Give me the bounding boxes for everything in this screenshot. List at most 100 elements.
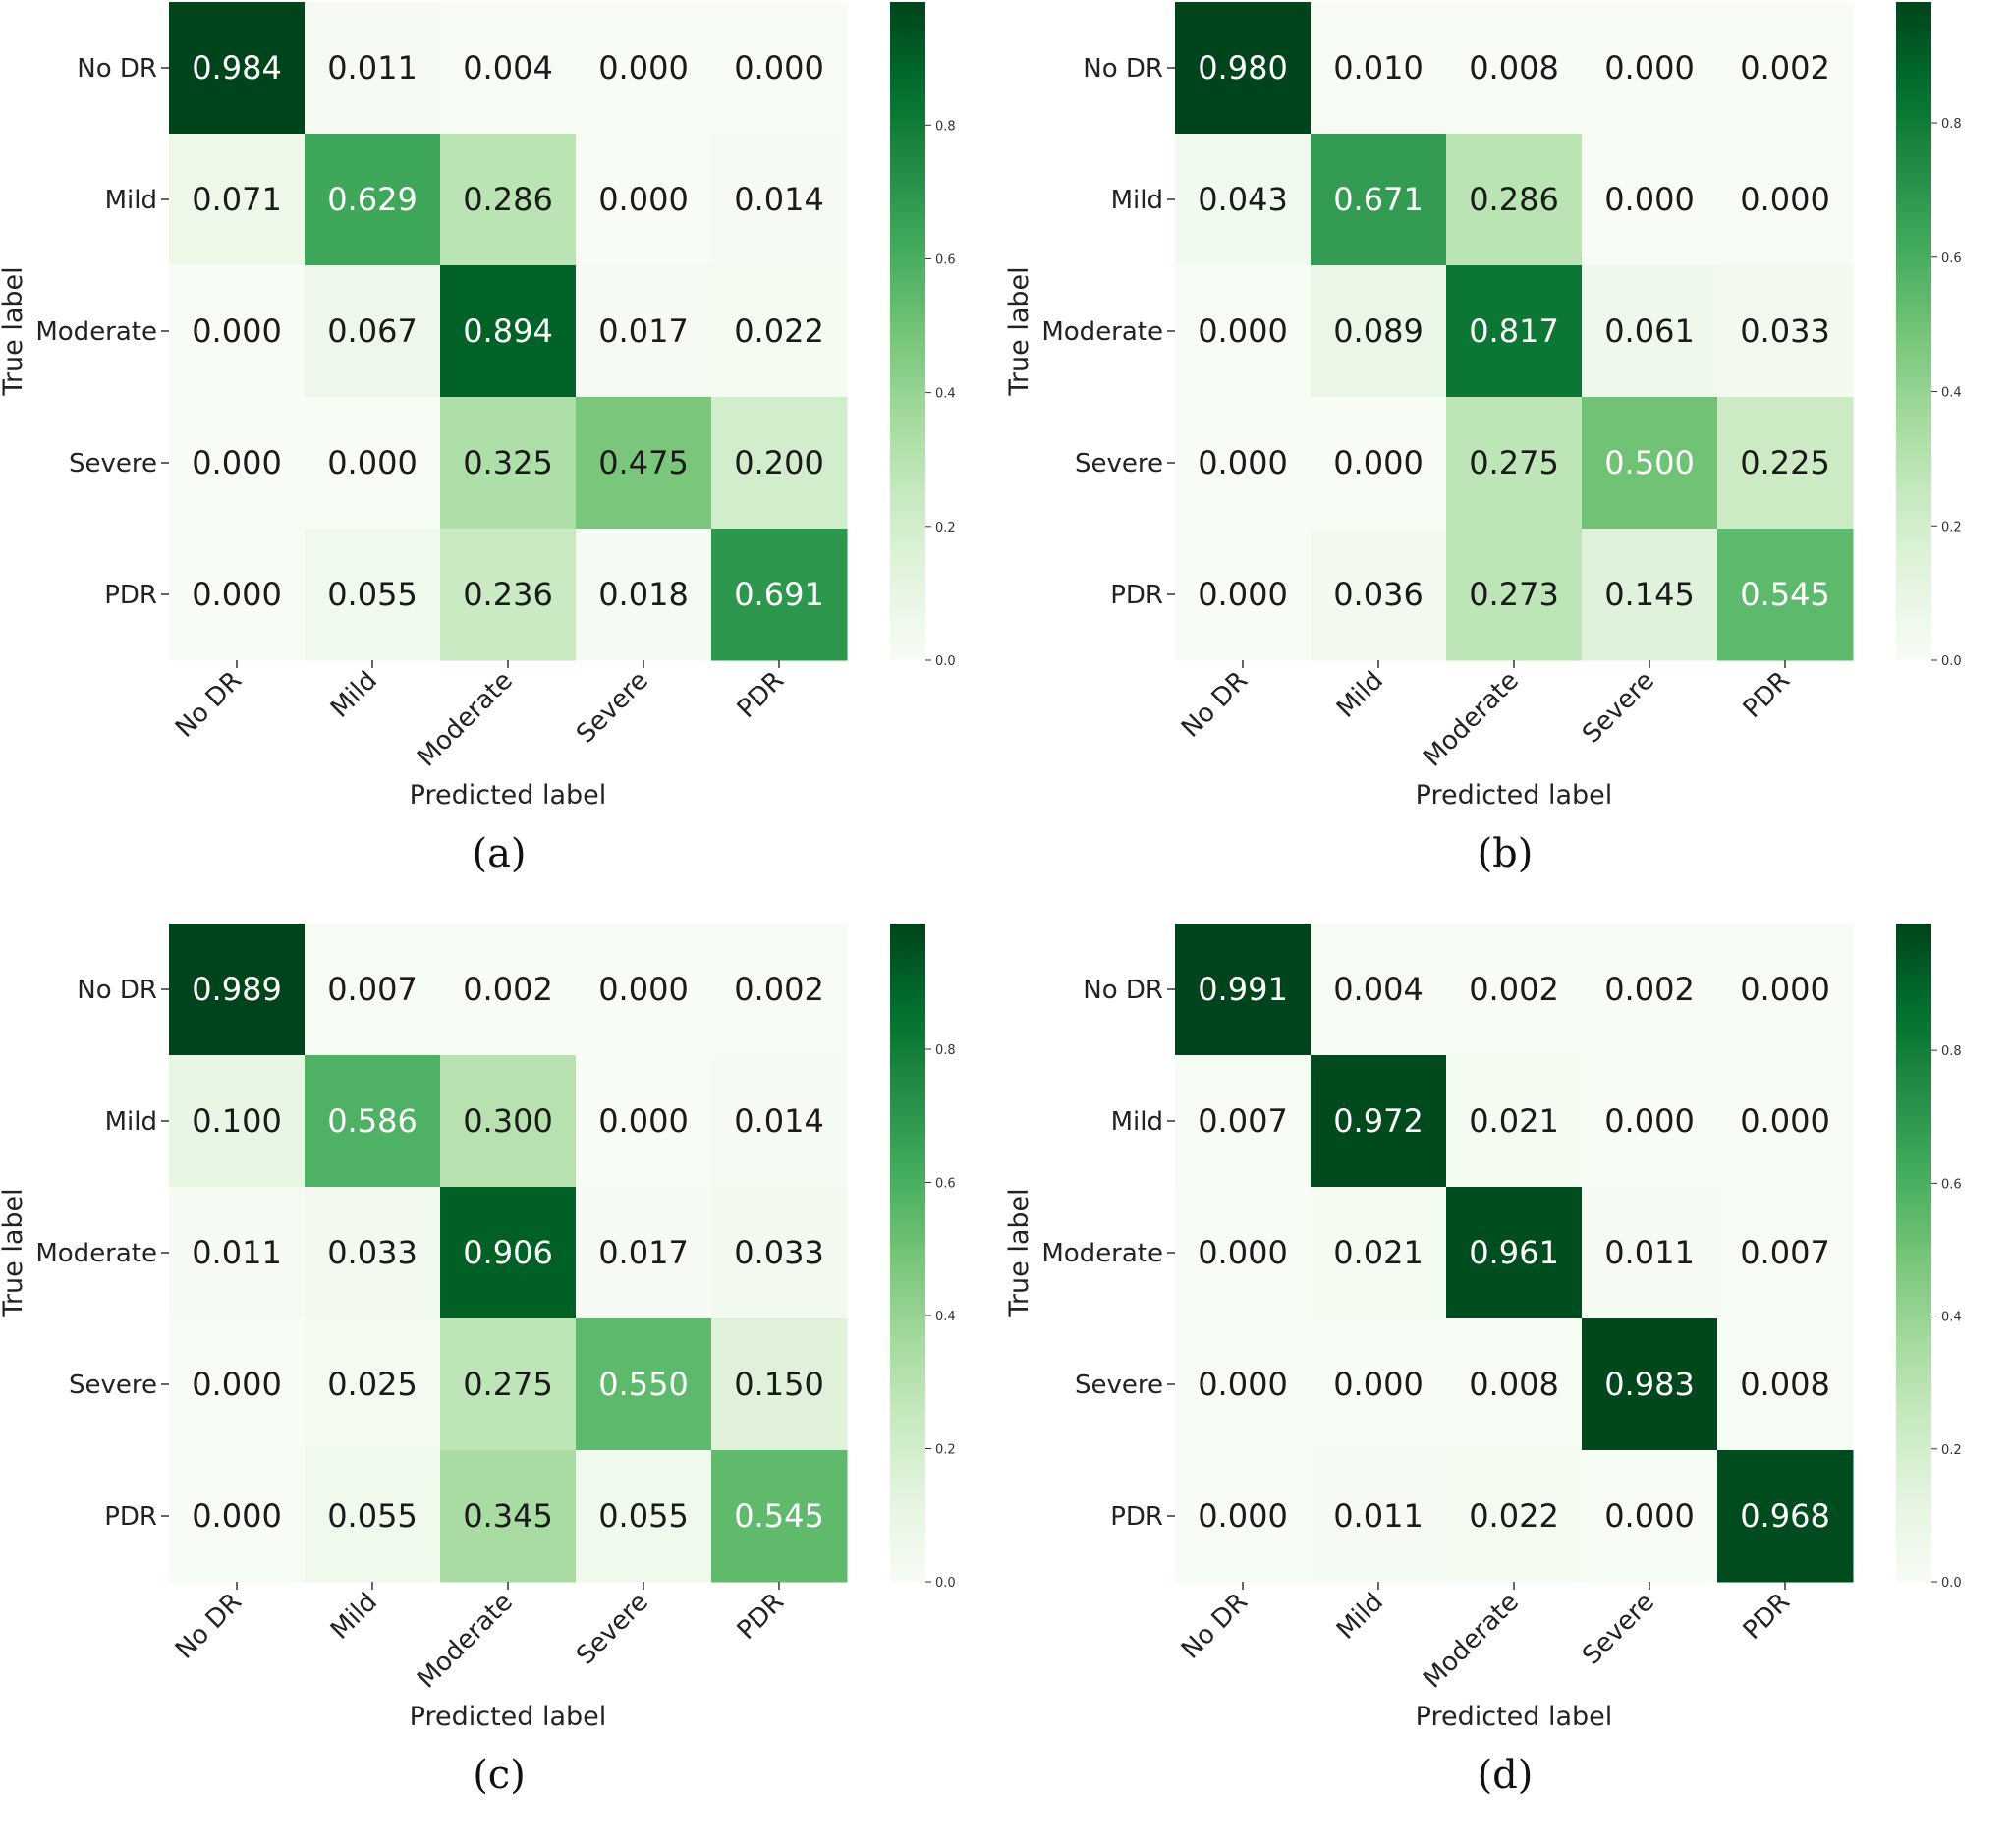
- heatmap-cell: [169, 924, 306, 1056]
- cell-value: 0.011: [192, 1234, 282, 1271]
- cell-value: 0.011: [1604, 1234, 1695, 1271]
- x-tick-label: Mild: [1331, 1588, 1389, 1646]
- cell-value: 0.021: [1469, 1102, 1559, 1140]
- heatmap-cell: [1446, 529, 1583, 661]
- cell-value: 0.273: [1469, 576, 1559, 613]
- heatmap-cell: [1311, 134, 1447, 266]
- heatmap-cell: [1446, 924, 1583, 1056]
- cell-value: 0.036: [1333, 576, 1424, 613]
- cell-value: 0.894: [463, 312, 553, 350]
- heatmap-cell: [1446, 265, 1583, 398]
- heatmap-cell: [1582, 265, 1718, 398]
- heatmap-cell: [305, 924, 441, 1056]
- colorbar-tick-label: 0.0: [1941, 654, 1962, 669]
- heatmap-cell: [576, 1450, 712, 1583]
- y-tick-label: Mild: [105, 1107, 157, 1137]
- cell-value: 0.055: [327, 1497, 418, 1535]
- cell-value: 0.000: [1740, 1102, 1830, 1140]
- heatmap-cell: [1446, 397, 1583, 530]
- cell-value: 0.972: [1333, 1102, 1424, 1140]
- heatmap-cell: [305, 134, 441, 266]
- cell-value: 0.000: [598, 49, 689, 86]
- heatmap-cell: [1175, 1187, 1312, 1319]
- cell-value: 0.017: [598, 1234, 689, 1271]
- cell-value: 0.004: [1333, 971, 1424, 1008]
- heatmap-cell: [305, 397, 441, 530]
- cell-value: 0.000: [598, 1102, 689, 1140]
- x-tick-label: Moderate: [412, 666, 519, 773]
- colorbar-tick-label: 0.6: [1941, 1177, 1962, 1192]
- cell-value: 0.000: [192, 1497, 282, 1535]
- y-tick-label: Severe: [1075, 449, 1163, 478]
- heatmap-cell: [169, 1187, 306, 1319]
- cell-value: 0.014: [734, 1102, 824, 1140]
- colorbar-tick-label: 0.8: [1941, 117, 1962, 132]
- cell-value: 0.961: [1469, 1234, 1559, 1271]
- cell-value: 0.550: [598, 1366, 689, 1403]
- cell-value: 0.500: [1604, 444, 1695, 481]
- cell-value: 0.983: [1604, 1366, 1695, 1403]
- x-tick-label: Severe: [571, 1588, 654, 1671]
- y-tick-label: Mild: [1111, 1107, 1163, 1137]
- colorbar-tick-label: 0.0: [1941, 1576, 1962, 1591]
- x-tick-label: No DR: [170, 666, 248, 744]
- cell-value: 0.980: [1198, 49, 1288, 86]
- colorbar-tick-label: 0.2: [1941, 520, 1962, 534]
- panel-caption: (a): [472, 831, 526, 876]
- heatmap-cell: [169, 2, 306, 135]
- heatmap-cell: [711, 1187, 848, 1319]
- colorbar-tick-label: 0.4: [935, 387, 956, 402]
- cell-value: 0.000: [1604, 1497, 1695, 1535]
- cell-value: 0.002: [1604, 971, 1695, 1008]
- heatmap-cell: [440, 924, 577, 1056]
- heatmap-cell: [169, 134, 306, 266]
- heatmap-cell: [1582, 1187, 1718, 1319]
- colorbar: [1896, 924, 1931, 1582]
- cell-value: 0.286: [1469, 181, 1559, 218]
- cell-value: 0.000: [1198, 1234, 1288, 1271]
- heatmap-cell: [1446, 1187, 1583, 1319]
- cell-value: 0.000: [192, 312, 282, 350]
- y-tick-label: Moderate: [35, 317, 157, 347]
- x-tick-label: Moderate: [1418, 1588, 1525, 1695]
- cell-value: 0.014: [734, 181, 824, 218]
- cell-value: 0.011: [1333, 1497, 1424, 1535]
- panel-caption: (c): [473, 1753, 526, 1798]
- cell-value: 0.968: [1740, 1497, 1830, 1535]
- cell-value: 0.300: [463, 1102, 553, 1140]
- heatmap-cell: [440, 1055, 577, 1188]
- cell-value: 0.089: [1333, 312, 1424, 350]
- heatmap-cell: [576, 1318, 712, 1451]
- cell-value: 0.000: [1604, 49, 1695, 86]
- x-axis-title: Predicted label: [410, 780, 607, 811]
- heatmap-cell: [711, 134, 848, 266]
- heatmap-cell: [169, 265, 306, 398]
- colorbar-tick-label: 0.0: [935, 1576, 956, 1591]
- cell-value: 0.150: [734, 1366, 824, 1403]
- heatmap-cell: [576, 529, 712, 661]
- cell-value: 0.018: [598, 576, 689, 613]
- heatmap-cell: [711, 529, 848, 661]
- panel-a: 0.984 0.011 0.004 0.000 0.000 0.071 0.629 0.286…: [0, 0, 1002, 924]
- cell-value: 0.000: [1604, 1102, 1695, 1140]
- y-tick-label: Severe: [1075, 1371, 1163, 1400]
- colorbar-tick-label: 0.2: [935, 1443, 956, 1458]
- cell-value: 0.991: [1198, 971, 1288, 1008]
- heatmap-cell: [1446, 134, 1583, 266]
- heatmap-cell: [1717, 2, 1854, 135]
- y-tick-label: No DR: [77, 54, 157, 84]
- y-tick-label: PDR: [1110, 1502, 1163, 1532]
- heatmap-cell: [1717, 924, 1854, 1056]
- heatmap-cell: [576, 265, 712, 398]
- heatmap-cell: [440, 529, 577, 661]
- y-tick-label: Mild: [105, 186, 157, 215]
- heatmap-cell: [1311, 1055, 1447, 1188]
- cell-value: 0.011: [327, 49, 418, 86]
- colorbar: [890, 924, 925, 1582]
- heatmap-cell: [305, 529, 441, 661]
- heatmap-cell: [1717, 1450, 1854, 1583]
- cell-value: 0.000: [598, 181, 689, 218]
- heatmap-svg: 0.984 0.011 0.004 0.000 0.000 0.071 0.629 0.286…: [0, 2, 956, 876]
- y-axis-title: True label: [0, 1188, 28, 1317]
- heatmap-cell: [305, 2, 441, 135]
